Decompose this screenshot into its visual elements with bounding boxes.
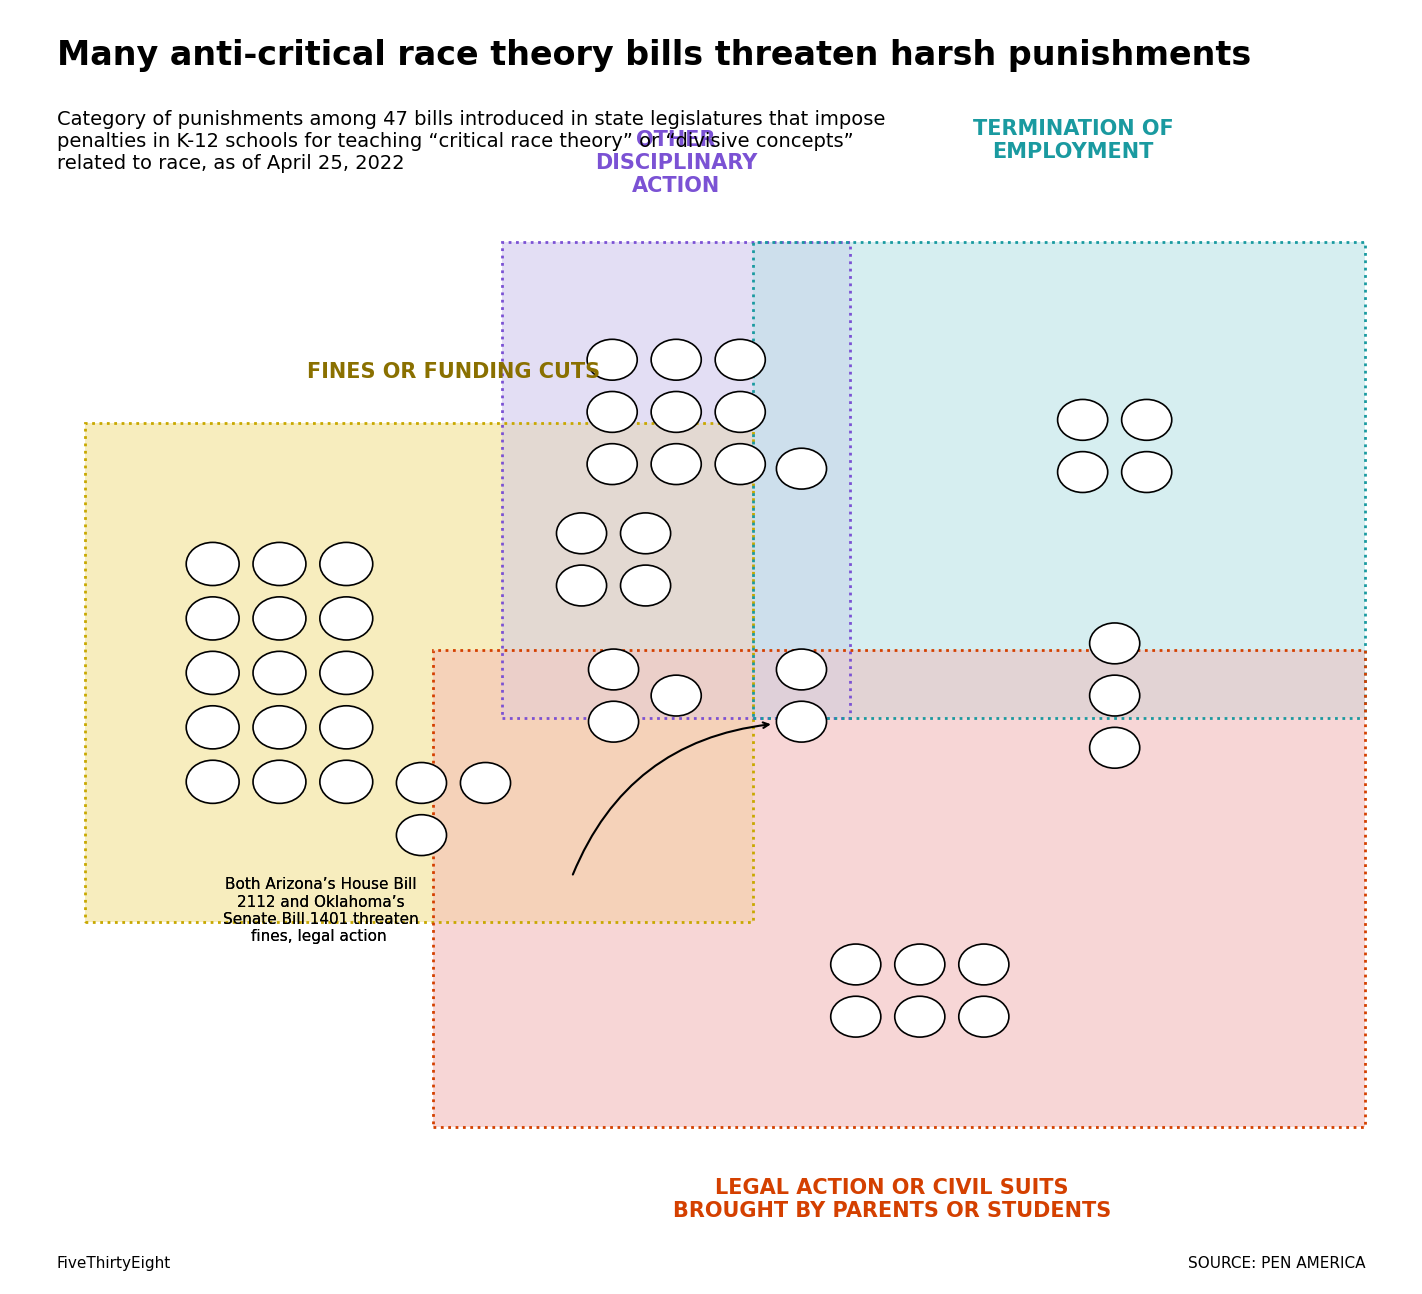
Circle shape — [894, 996, 944, 1036]
Circle shape — [651, 675, 701, 716]
Circle shape — [958, 945, 1008, 985]
FancyBboxPatch shape — [502, 242, 850, 718]
Circle shape — [556, 512, 607, 554]
Circle shape — [186, 597, 239, 641]
Circle shape — [830, 945, 880, 985]
Circle shape — [1089, 622, 1140, 664]
Circle shape — [397, 815, 447, 855]
Circle shape — [651, 392, 701, 432]
FancyBboxPatch shape — [84, 423, 752, 923]
FancyBboxPatch shape — [752, 650, 850, 718]
Circle shape — [715, 444, 765, 484]
Circle shape — [253, 705, 306, 749]
Text: Both Arizona’s House Bill
2112 and Oklahoma’s
Senate Bill 1401 threaten
fines, l: Both Arizona’s House Bill 2112 and Oklah… — [223, 877, 419, 945]
Circle shape — [589, 701, 638, 741]
Circle shape — [715, 392, 765, 432]
FancyBboxPatch shape — [752, 242, 1365, 718]
FancyBboxPatch shape — [752, 650, 1365, 718]
Circle shape — [253, 651, 306, 695]
Circle shape — [894, 945, 944, 985]
Circle shape — [556, 565, 607, 606]
Circle shape — [1122, 400, 1172, 440]
Circle shape — [186, 651, 239, 695]
Circle shape — [587, 339, 637, 380]
Circle shape — [776, 448, 826, 489]
FancyBboxPatch shape — [432, 650, 752, 923]
Circle shape — [651, 444, 701, 484]
Circle shape — [1089, 675, 1140, 716]
Text: Category of punishments among 47 bills introduced in state legislatures that imp: Category of punishments among 47 bills i… — [57, 110, 886, 173]
Circle shape — [715, 339, 765, 380]
Circle shape — [589, 650, 638, 690]
Circle shape — [776, 650, 826, 690]
Circle shape — [186, 761, 239, 804]
Circle shape — [1089, 727, 1140, 769]
Circle shape — [320, 597, 373, 641]
Text: LEGAL ACTION OR CIVIL SUITS
BROUGHT BY PARENTS OR STUDENTS: LEGAL ACTION OR CIVIL SUITS BROUGHT BY P… — [673, 1178, 1111, 1222]
Circle shape — [320, 651, 373, 695]
Circle shape — [620, 565, 671, 606]
Circle shape — [320, 761, 373, 804]
FancyBboxPatch shape — [502, 650, 752, 718]
Circle shape — [253, 597, 306, 641]
Circle shape — [186, 705, 239, 749]
Circle shape — [1058, 400, 1108, 440]
Text: FiveThirtyEight: FiveThirtyEight — [57, 1256, 171, 1271]
FancyBboxPatch shape — [752, 242, 850, 718]
Circle shape — [253, 542, 306, 585]
FancyBboxPatch shape — [432, 650, 1365, 1127]
FancyBboxPatch shape — [502, 423, 752, 718]
Circle shape — [1058, 452, 1108, 493]
Text: TERMINATION OF
EMPLOYMENT: TERMINATION OF EMPLOYMENT — [973, 119, 1173, 162]
Circle shape — [830, 996, 880, 1036]
Circle shape — [186, 542, 239, 585]
Text: Many anti-critical race theory bills threaten harsh punishments: Many anti-critical race theory bills thr… — [57, 39, 1251, 72]
Circle shape — [587, 444, 637, 484]
Circle shape — [320, 542, 373, 585]
Circle shape — [253, 761, 306, 804]
FancyBboxPatch shape — [502, 650, 850, 718]
Circle shape — [776, 701, 826, 741]
Text: OTHER
DISCIPLINARY
ACTION: OTHER DISCIPLINARY ACTION — [594, 129, 758, 197]
Text: FINES OR FUNDING CUTS: FINES OR FUNDING CUTS — [307, 362, 600, 382]
Circle shape — [651, 339, 701, 380]
Text: Both Arizona’s House Bill
2112 and Oklahoma’s
Senate Bill 1401 threaten
fines, l: Both Arizona’s House Bill 2112 and Oklah… — [223, 877, 419, 945]
Circle shape — [1122, 452, 1172, 493]
Text: SOURCE: PEN AMERICA: SOURCE: PEN AMERICA — [1187, 1256, 1365, 1271]
Circle shape — [587, 392, 637, 432]
Circle shape — [620, 512, 671, 554]
Circle shape — [397, 762, 447, 804]
Circle shape — [461, 762, 510, 804]
Circle shape — [320, 705, 373, 749]
Circle shape — [958, 996, 1008, 1036]
